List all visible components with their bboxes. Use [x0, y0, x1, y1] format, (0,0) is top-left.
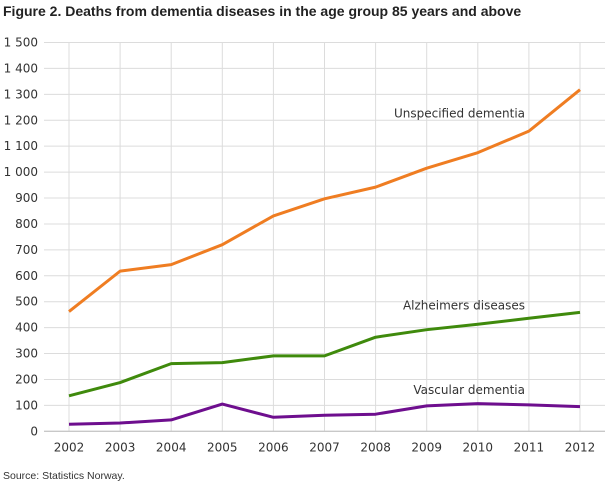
y-tick-label: 700 [15, 243, 38, 257]
chart-title: Figure 2. Deaths from dementia diseases … [3, 3, 522, 19]
y-tick-label: 0 [30, 424, 38, 438]
y-tick-label: 100 [15, 398, 38, 412]
x-tick-label: 2012 [565, 440, 596, 454]
y-tick-label: 600 [15, 269, 38, 283]
source-note: Source: Statistics Norway. [3, 470, 125, 482]
x-tick-label: 2005 [207, 440, 238, 454]
y-tick-label: 900 [15, 191, 38, 205]
x-tick-label: 2009 [411, 440, 442, 454]
y-tick-label: 400 [15, 321, 38, 335]
y-tick-label: 200 [15, 372, 38, 386]
x-tick-label: 2007 [309, 440, 340, 454]
x-tick-label: 2008 [360, 440, 391, 454]
y-tick-label: 300 [15, 347, 38, 361]
x-tick-label: 2002 [54, 440, 85, 454]
y-tick-label: 500 [15, 295, 38, 309]
series-label: Unspecified dementia [394, 107, 525, 121]
x-tick-label: 2010 [463, 440, 494, 454]
y-tick-label: 1 100 [4, 139, 38, 153]
y-tick-label: 1 300 [4, 87, 38, 101]
x-tick-label: 2011 [514, 440, 545, 454]
y-tick-label: 1 200 [4, 113, 38, 127]
series-label: Vascular dementia [413, 383, 525, 397]
y-tick-label: 800 [15, 217, 38, 231]
y-tick-label: 1 500 [4, 36, 38, 50]
y-tick-label: 1 000 [4, 165, 38, 179]
series-label: Alzheimers diseases [403, 298, 525, 312]
x-tick-label: 2003 [105, 440, 136, 454]
x-tick-label: 2004 [156, 440, 187, 454]
y-tick-label: 1 400 [4, 61, 38, 75]
x-tick-label: 2006 [258, 440, 289, 454]
